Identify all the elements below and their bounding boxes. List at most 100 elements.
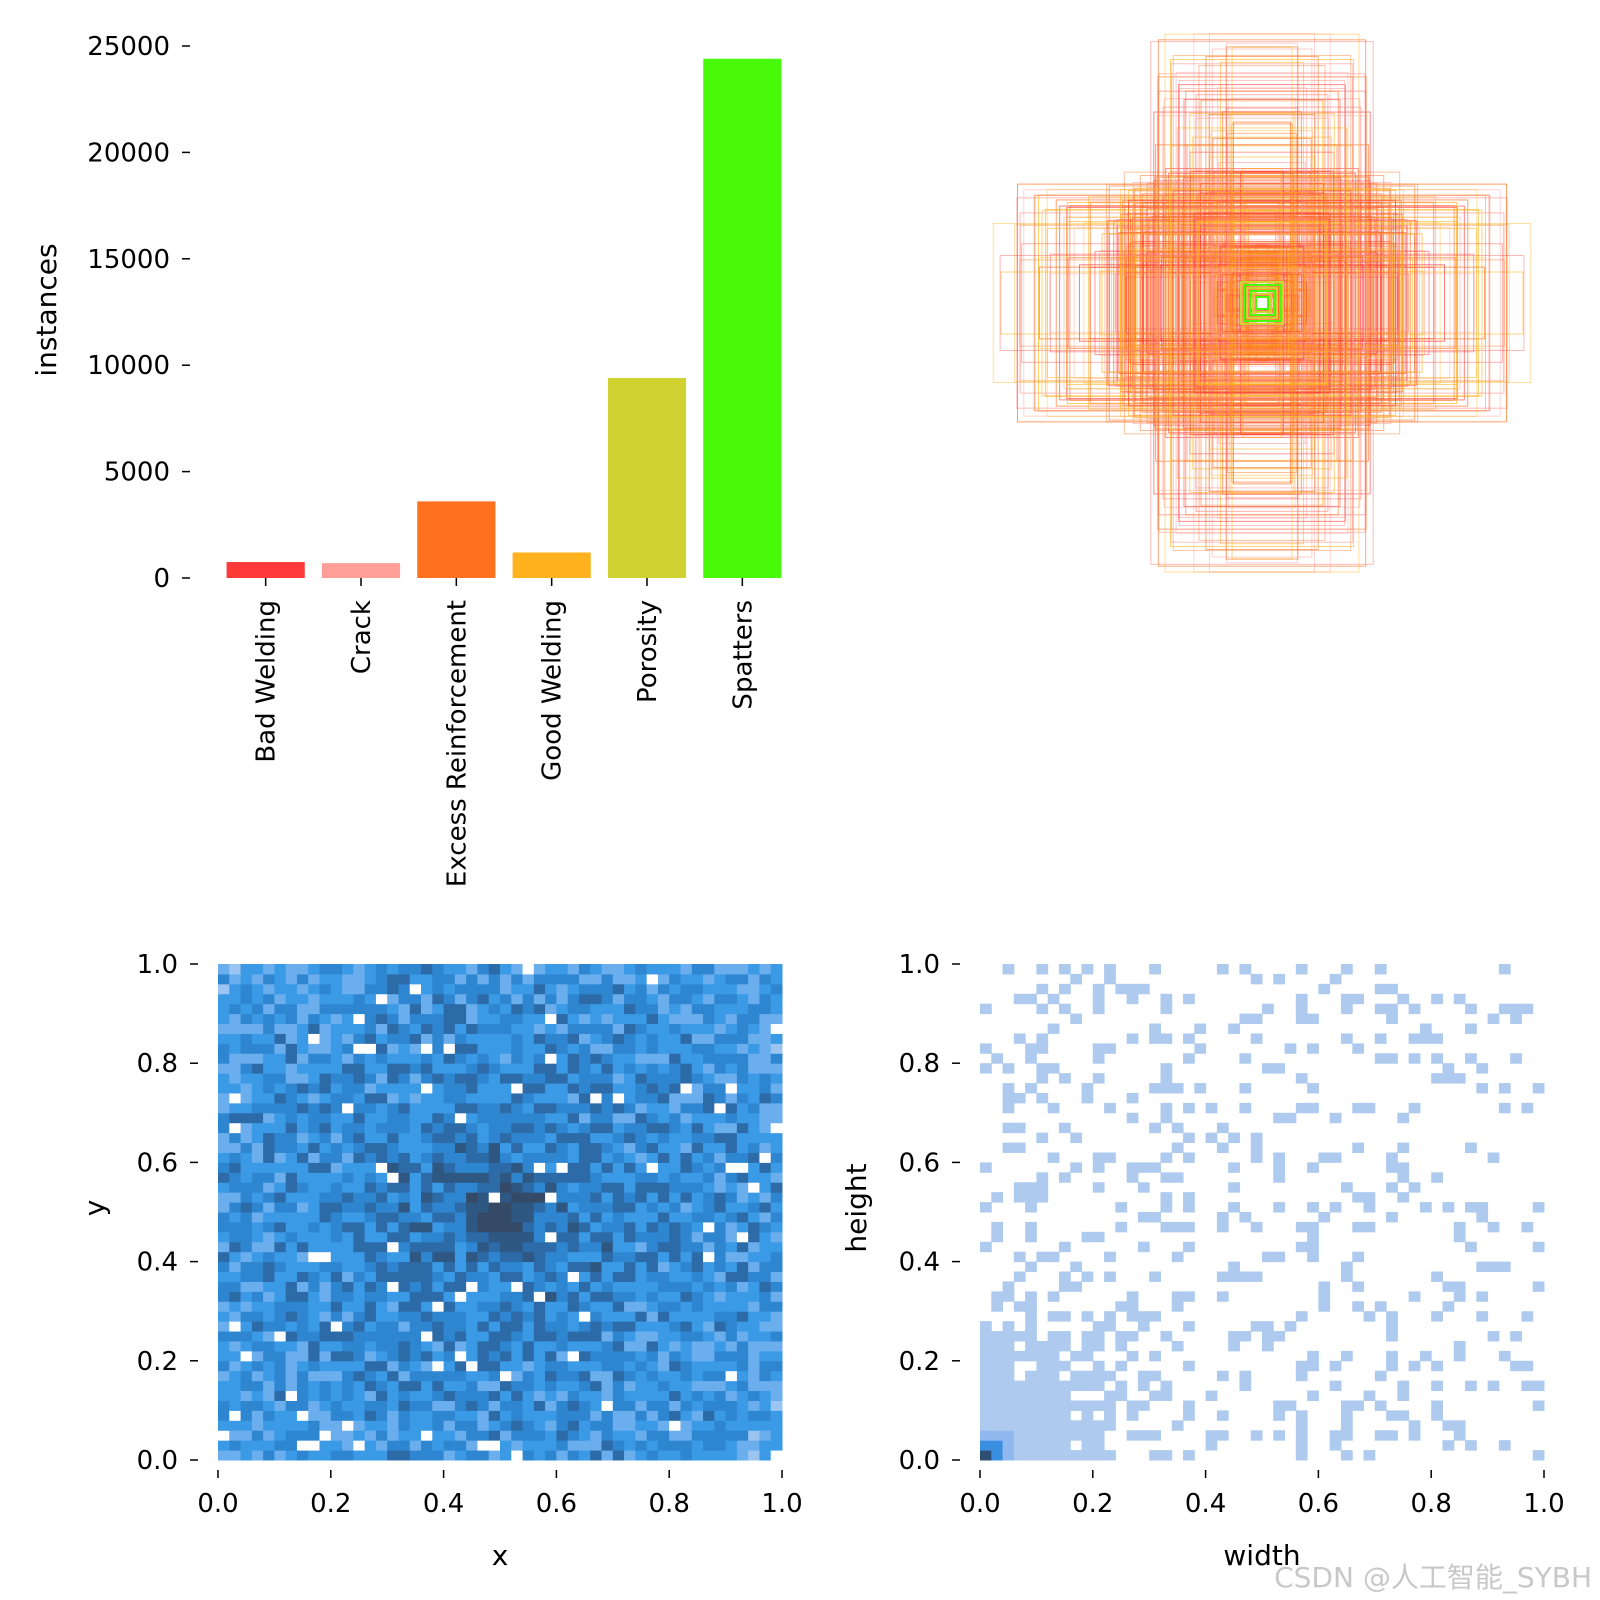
heat-cell: [1171, 1420, 1184, 1431]
heat-cell: [567, 1182, 580, 1193]
heat-cell: [624, 1073, 636, 1084]
heat-cell: [421, 1370, 433, 1382]
heat-cell: [1183, 1053, 1195, 1064]
heat-cell: [274, 1202, 287, 1213]
heat-cell: [330, 1112, 343, 1124]
heat-cell: [556, 1410, 569, 1421]
heat-cell: [421, 1033, 433, 1044]
heat-cell: [274, 1400, 287, 1411]
heat-cell: [770, 1430, 783, 1441]
heat-cell: [263, 1212, 275, 1223]
heat-cell: [251, 1221, 264, 1233]
heat-cell: [545, 1033, 557, 1044]
heat-cell: [443, 1013, 456, 1025]
heat-cell: [1115, 983, 1128, 995]
heat-cell: [1002, 1063, 1015, 1074]
heat-cell: [635, 983, 648, 995]
heat-cell: [714, 1350, 727, 1362]
heat-cell: [770, 1370, 783, 1382]
heat-cell: [240, 1360, 253, 1372]
heat-cell: [285, 983, 298, 995]
heat-cell: [1228, 1202, 1240, 1213]
heat-cell: [353, 1092, 366, 1104]
heat-cell: [421, 1221, 433, 1233]
heat-cell: [466, 1370, 478, 1382]
heat-cell: [1002, 1102, 1015, 1114]
heat-cell: [319, 1182, 332, 1193]
heat-cell: [1295, 1221, 1308, 1233]
heat-cell: [263, 1172, 275, 1183]
heat-cell: [1058, 1380, 1071, 1392]
heat-cell: [612, 1092, 625, 1104]
heat-cell: [466, 1410, 478, 1421]
heat-cell: [229, 983, 242, 995]
heat-cell: [1183, 1321, 1195, 1332]
bar-ytick-label: 25000: [87, 32, 170, 62]
heat-cell: [342, 1370, 354, 1382]
heat-cell: [1273, 1251, 1286, 1263]
label-box: [1233, 121, 1291, 485]
heat-cell: [1013, 1271, 1026, 1282]
heat-cell: [342, 983, 354, 995]
heat-cell: [1352, 1281, 1365, 1292]
heat-cell: [1025, 1221, 1037, 1233]
heat-cell: [612, 1221, 625, 1233]
heat-cell: [680, 1450, 693, 1461]
heat-cell: [1092, 1340, 1105, 1352]
heat-cell: [635, 1053, 648, 1064]
heat-cell: [624, 1162, 636, 1173]
heat-cell: [387, 1340, 399, 1352]
heat-cell: [274, 1370, 287, 1382]
heat-cell: [680, 1202, 693, 1213]
heat-cell: [624, 973, 636, 985]
heat-cell: [1408, 1053, 1421, 1064]
heat-cell: [759, 964, 772, 975]
heat-cell: [714, 1430, 727, 1441]
heat-cell: [285, 1420, 298, 1431]
heat-cell: [680, 1420, 693, 1431]
heat-cell: [263, 1380, 275, 1392]
heat-cell: [770, 1380, 783, 1392]
label-box: [1148, 219, 1376, 387]
heat-cell: [680, 1221, 693, 1233]
heat-cell: [511, 1013, 524, 1025]
heat-cell: [1058, 1241, 1071, 1253]
heat-cell: [398, 1221, 411, 1233]
heat-cell: [1476, 1063, 1489, 1074]
heat-cell: [285, 1162, 298, 1173]
heat-cell: [1036, 1380, 1049, 1392]
heat-cell: [409, 1380, 422, 1392]
heat-cell: [578, 1321, 591, 1332]
heat-cell: [387, 1301, 399, 1312]
heat-cell: [364, 1311, 377, 1322]
heat-cell: [725, 1112, 738, 1124]
heat-cell: [1002, 1370, 1015, 1382]
heat-cell: [578, 1390, 591, 1401]
heat-cell: [736, 1261, 749, 1273]
heat-cell: [759, 1142, 772, 1153]
heat-cell: [1092, 1420, 1105, 1431]
heat-cell: [590, 1241, 603, 1253]
heat-cell: [308, 1092, 321, 1104]
heat-cell: [409, 1202, 422, 1213]
heat-cell: [477, 1321, 490, 1332]
heat-cell: [612, 1122, 625, 1134]
heat-cell: [477, 1291, 490, 1302]
heat-cell: [991, 1291, 1004, 1302]
heat-cell: [1171, 1251, 1184, 1263]
heat-cell: [409, 1043, 422, 1054]
heat-cell: [240, 1301, 253, 1312]
heat-cell: [421, 1331, 433, 1342]
label-box: [1120, 255, 1404, 351]
heat-cell: [590, 1440, 603, 1451]
heat-cell: [556, 1221, 569, 1233]
heat-cell: [364, 1251, 377, 1263]
heat-cell: [330, 1202, 343, 1213]
heat-cell: [511, 1360, 524, 1372]
heat-cell: [387, 1122, 399, 1134]
heat-cell: [635, 1420, 648, 1431]
heat-cell: [454, 973, 467, 985]
heat-cell: [398, 1192, 411, 1203]
heat-cell: [342, 1182, 354, 1193]
heat-cell: [1442, 1420, 1455, 1431]
